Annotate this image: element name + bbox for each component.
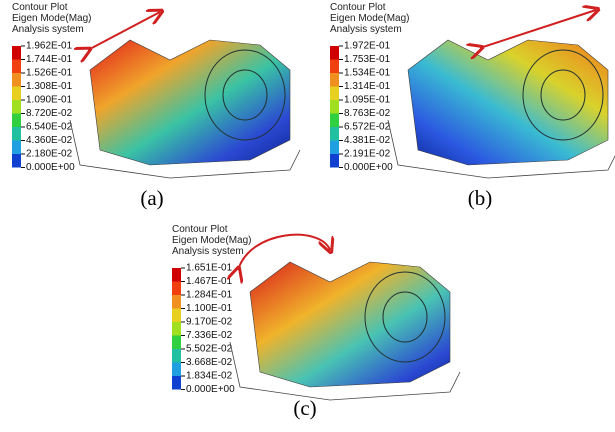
legend-label: 1.090E-01 xyxy=(26,95,73,106)
legend-label: 1.095E-01 xyxy=(344,95,391,106)
legend-header: Analysis system xyxy=(172,246,244,257)
legend-label: 1.744E-01 xyxy=(26,54,73,65)
color-band xyxy=(12,100,21,114)
color-band xyxy=(330,141,339,155)
mode-arrow xyxy=(238,235,330,270)
legend-header: Analysis system xyxy=(12,24,84,35)
model-body xyxy=(408,40,608,165)
color-band xyxy=(172,376,181,390)
color-band xyxy=(172,282,181,296)
color-band xyxy=(330,87,339,101)
caption: (b) xyxy=(468,186,493,210)
color-band xyxy=(12,46,21,60)
legend-label: 0.000E+00 xyxy=(186,384,235,395)
legend-label: 1.534E-01 xyxy=(344,68,391,79)
legend-label: 2.191E-02 xyxy=(344,149,391,160)
legend-label: 2.180E-02 xyxy=(26,149,73,160)
legend-label: 1.467E-01 xyxy=(186,276,233,287)
legend-label: 9.170E-02 xyxy=(186,317,233,328)
legend-label: 4.360E-02 xyxy=(26,135,73,146)
legend-label: 6.572E-02 xyxy=(344,122,391,133)
legend-header: Eigen Mode(Mag) xyxy=(172,235,251,246)
color-band xyxy=(330,127,339,141)
color-band xyxy=(330,46,339,60)
legend-label: 1.308E-01 xyxy=(26,81,73,92)
caption: (c) xyxy=(293,396,316,420)
color-band xyxy=(330,114,339,128)
color-band xyxy=(172,322,181,336)
legend-label: 4.381E-02 xyxy=(344,135,391,146)
figure: Contour PlotEigen Mode(Mag)Analysis syst… xyxy=(0,0,615,432)
legend-header: Analysis system xyxy=(330,24,402,35)
color-band xyxy=(330,60,339,74)
model xyxy=(388,40,615,178)
color-band xyxy=(12,73,21,87)
model-body xyxy=(250,262,450,387)
legend-label: 1.753E-01 xyxy=(344,54,391,65)
legend-label: 1.962E-01 xyxy=(26,41,73,52)
legend-label: 5.502E-02 xyxy=(186,344,233,355)
legend-label: 1.526E-01 xyxy=(26,68,73,79)
legend-header: Contour Plot xyxy=(12,2,68,13)
color-band xyxy=(330,100,339,114)
model xyxy=(70,40,300,178)
color-band xyxy=(172,309,181,323)
color-band xyxy=(330,73,339,87)
legend-label: 1.651E-01 xyxy=(186,263,233,274)
color-band xyxy=(12,87,21,101)
legend-label: 1.314E-01 xyxy=(344,81,391,92)
color-band xyxy=(12,154,21,168)
legend-label: 1.284E-01 xyxy=(186,290,233,301)
legend-label: 1.834E-02 xyxy=(186,371,233,382)
color-band xyxy=(172,363,181,377)
color-band xyxy=(12,141,21,155)
color-band xyxy=(12,60,21,74)
legend-label: 8.720E-02 xyxy=(26,108,73,119)
color-band xyxy=(172,295,181,309)
model xyxy=(230,262,460,400)
legend-label: 0.000E+00 xyxy=(26,162,75,173)
legend-label: 0.000E+00 xyxy=(344,162,393,173)
color-band xyxy=(172,349,181,363)
legend-label: 6.540E-02 xyxy=(26,122,73,133)
legend-label: 7.336E-02 xyxy=(186,330,233,341)
legend-label: 1.972E-01 xyxy=(344,41,391,52)
color-band xyxy=(330,154,339,168)
color-band xyxy=(172,336,181,350)
legend-label: 3.668E-02 xyxy=(186,357,233,368)
legend-header: Contour Plot xyxy=(172,224,228,235)
legend-header: Eigen Mode(Mag) xyxy=(12,13,91,24)
legend-header: Eigen Mode(Mag) xyxy=(330,13,409,24)
caption: (a) xyxy=(140,186,163,210)
color-band xyxy=(172,268,181,282)
legend-label: 8.763E-02 xyxy=(344,108,391,119)
legend-header: Contour Plot xyxy=(330,2,386,13)
color-band xyxy=(12,127,21,141)
legend-label: 1.100E-01 xyxy=(186,303,233,314)
model-body xyxy=(90,40,290,165)
color-band xyxy=(12,114,21,128)
